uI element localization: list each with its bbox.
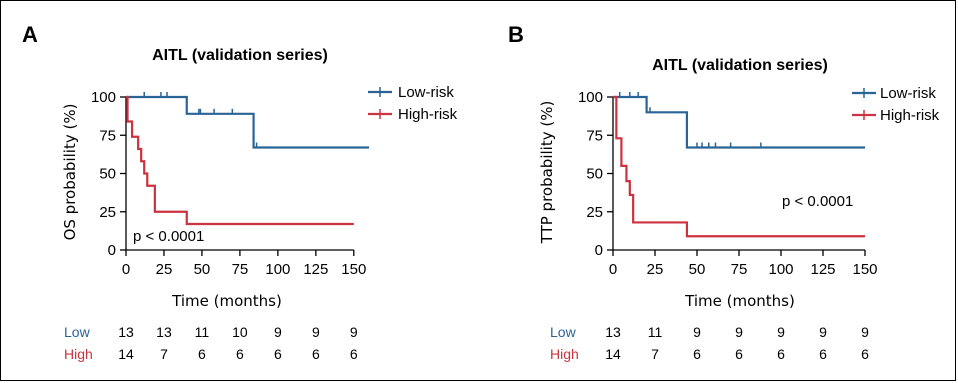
risk-count-low-b: 9 <box>777 324 785 340</box>
y-tick-label-b: 100 <box>578 89 603 106</box>
panel-a: A AITL (validation series) OS probabilit… <box>22 22 458 362</box>
risk-count-high-b: 7 <box>651 346 659 362</box>
y-axis-label-b: TTP probability (%) <box>538 101 556 245</box>
risk-label-low-a: Low <box>64 324 91 340</box>
risk-count-low-b: 9 <box>693 324 701 340</box>
risk-count-low-b: 9 <box>861 324 869 340</box>
chart-title-b: AITL (validation series) <box>652 57 828 74</box>
risk-count-high-a: 7 <box>160 346 168 362</box>
legend-label-high-b: High-risk <box>880 107 940 124</box>
x-tick-label-a: 0 <box>122 261 130 278</box>
risk-count-low-a: 11 <box>195 324 210 340</box>
risk-count-low-a: 10 <box>232 324 248 340</box>
y-tick-label-a: 25 <box>99 204 116 221</box>
y-tick-label-a: 100 <box>91 89 116 106</box>
x-tick-label-a: 25 <box>156 261 173 278</box>
y-tick-label-b: 0 <box>595 242 603 259</box>
risk-count-low-b: 9 <box>735 324 743 340</box>
risk-count-low-b: 9 <box>819 324 827 340</box>
risk-count-high-a: 6 <box>236 346 244 362</box>
legend-label-high-a: High-risk <box>398 106 458 123</box>
risk-count-low-a: 13 <box>118 324 134 340</box>
p-value-a: p < 0.0001 <box>133 228 204 245</box>
x-tick-label-a: 50 <box>194 261 211 278</box>
risk-count-low-b: 13 <box>605 324 621 340</box>
risk-count-high-a: 6 <box>350 346 358 362</box>
risk-count-high-a: 14 <box>118 346 134 362</box>
y-tick-label-b: 50 <box>586 166 603 183</box>
risk-count-low-a: 9 <box>350 324 358 340</box>
risk-label-high-a: High <box>64 346 93 362</box>
y-tick-label-a: 0 <box>108 242 116 259</box>
panel-b: B AITL (validation series) TTP probabili… <box>508 22 940 362</box>
low-risk-curve-b <box>613 95 865 149</box>
y-tick-label-b: 25 <box>586 204 603 221</box>
x-tick-label-a: 125 <box>303 261 328 278</box>
risk-count-high-a: 6 <box>312 346 320 362</box>
risk-count-high-b: 6 <box>693 346 701 362</box>
low-risk-curve-a <box>126 95 369 149</box>
y-tick-label-a: 75 <box>99 127 116 144</box>
risk-count-low-b: 11 <box>648 324 663 340</box>
risk-count-high-a: 6 <box>274 346 282 362</box>
risk-count-low-a: 13 <box>156 324 172 340</box>
risk-count-low-a: 9 <box>312 324 320 340</box>
risk-label-high-b: High <box>550 346 579 362</box>
p-value-b: p < 0.0001 <box>782 193 853 210</box>
x-tick-label-b: 125 <box>810 261 835 278</box>
panel-letter-a: A <box>22 22 38 47</box>
high-risk-curve-a <box>126 95 354 226</box>
x-tick-label-b: 0 <box>609 261 617 278</box>
high-risk-curve-b <box>613 95 865 238</box>
x-tick-label-b: 25 <box>647 261 664 278</box>
x-tick-label-b: 50 <box>689 261 706 278</box>
risk-label-low-b: Low <box>550 324 577 340</box>
risk-count-high-b: 6 <box>735 346 743 362</box>
x-tick-label-b: 75 <box>731 261 748 278</box>
risk-count-high-b: 6 <box>861 346 869 362</box>
x-axis-label-b: Time (months) <box>684 292 795 310</box>
risk-count-high-b: 6 <box>777 346 785 362</box>
x-axis-label-a: Time (months) <box>171 292 282 310</box>
y-tick-label-a: 50 <box>99 166 116 183</box>
x-tick-label-b: 100 <box>768 261 793 278</box>
risk-count-high-b: 14 <box>605 346 621 362</box>
y-tick-label-b: 75 <box>586 127 603 144</box>
x-tick-label-b: 150 <box>852 261 877 278</box>
x-tick-label-a: 100 <box>265 261 290 278</box>
panel-letter-b: B <box>508 22 524 47</box>
chart-title-a: AITL (validation series) <box>152 47 328 64</box>
y-axis-label-a: OS probability (%) <box>61 104 79 241</box>
risk-count-high-a: 6 <box>198 346 206 362</box>
x-tick-label-a: 150 <box>341 261 366 278</box>
legend-label-low-b: Low-risk <box>880 85 936 102</box>
x-tick-label-a: 75 <box>232 261 249 278</box>
risk-count-low-a: 9 <box>274 324 282 340</box>
risk-count-high-b: 6 <box>819 346 827 362</box>
legend-label-low-a: Low-risk <box>398 84 454 101</box>
